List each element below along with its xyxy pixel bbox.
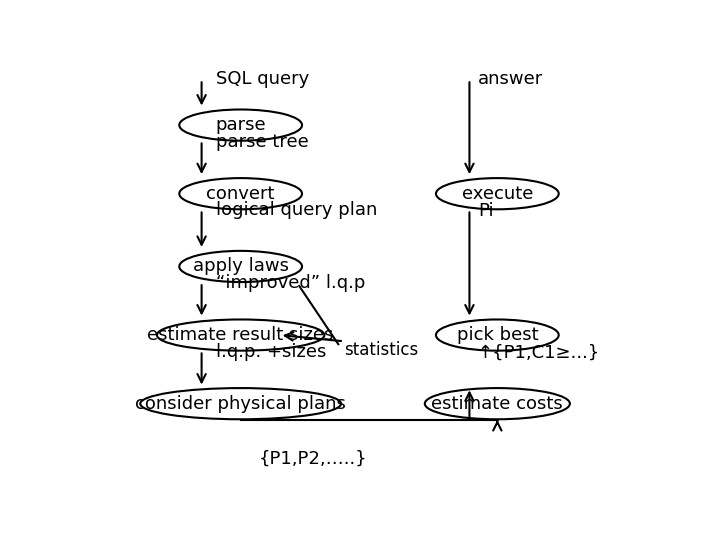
Ellipse shape <box>140 388 341 419</box>
Text: “improved” l.q.p: “improved” l.q.p <box>215 274 365 292</box>
Text: statistics: statistics <box>344 341 418 359</box>
Text: pick best: pick best <box>456 326 538 344</box>
Ellipse shape <box>179 178 302 210</box>
Text: parse: parse <box>215 116 266 134</box>
Text: Pi: Pi <box>478 202 493 220</box>
Text: logical query plan: logical query plan <box>215 201 377 219</box>
Text: execute: execute <box>462 185 533 202</box>
Text: l.q.p. +sizes: l.q.p. +sizes <box>215 343 326 361</box>
Text: convert: convert <box>207 185 275 202</box>
Text: SQL query: SQL query <box>215 70 309 89</box>
Ellipse shape <box>436 320 559 350</box>
Text: {P1,P2,…..}: {P1,P2,…..} <box>259 450 367 468</box>
Text: parse tree: parse tree <box>215 133 308 151</box>
Text: estimate costs: estimate costs <box>431 395 563 413</box>
Ellipse shape <box>436 178 559 210</box>
Text: estimate result sizes: estimate result sizes <box>148 326 334 344</box>
Ellipse shape <box>179 251 302 282</box>
Ellipse shape <box>425 388 570 419</box>
Ellipse shape <box>179 110 302 141</box>
Text: apply laws: apply laws <box>193 258 289 275</box>
Text: answer: answer <box>478 70 543 89</box>
Ellipse shape <box>157 320 324 350</box>
Text: ↑{P1,C1≥...}: ↑{P1,C1≥...} <box>478 344 600 362</box>
Text: consider physical plans: consider physical plans <box>135 395 346 413</box>
